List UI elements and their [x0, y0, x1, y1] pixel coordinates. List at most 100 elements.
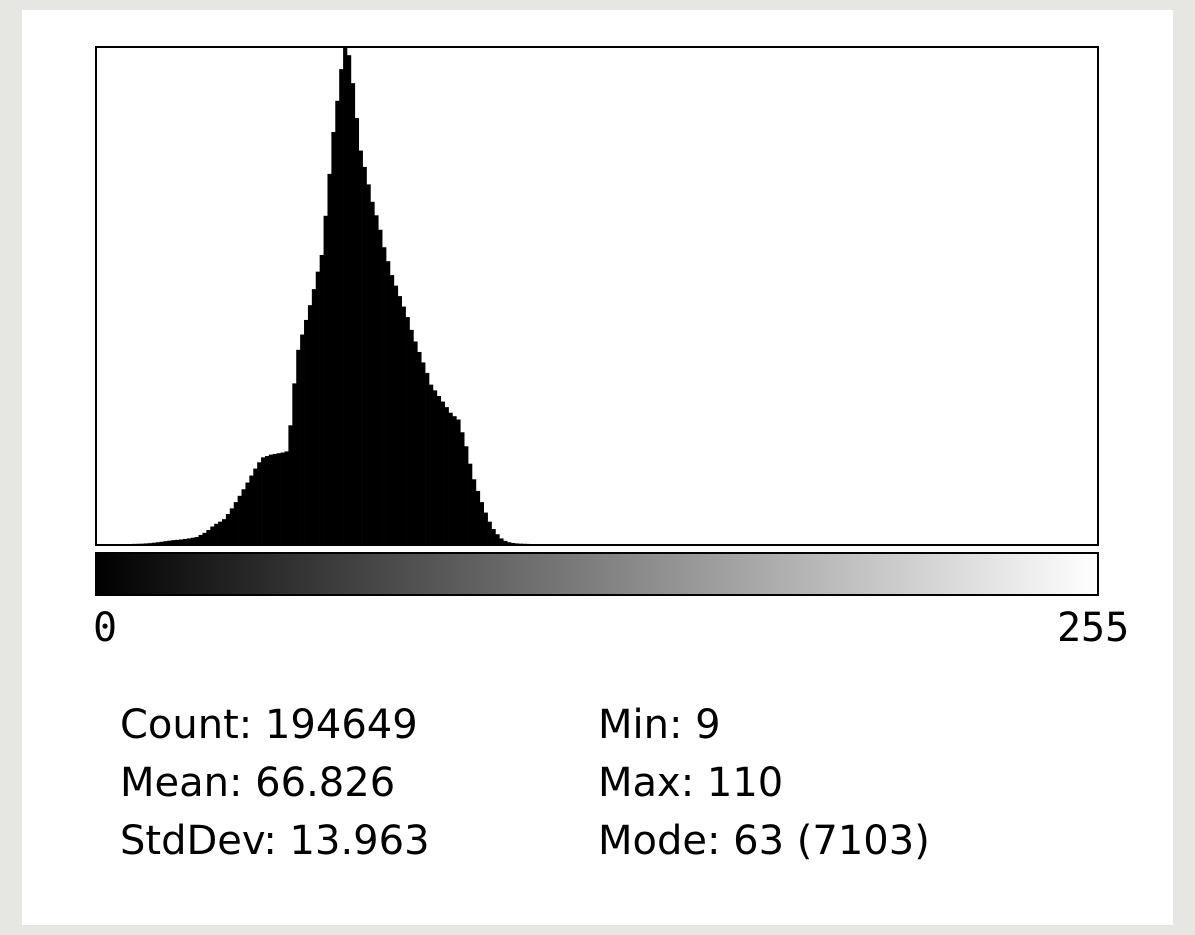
stat-text: Min: 9: [598, 702, 721, 748]
bar: [171, 540, 176, 544]
bar: [210, 526, 215, 544]
bar: [300, 334, 305, 544]
bar: [354, 118, 360, 545]
bar: [143, 543, 149, 544]
bar: [194, 537, 199, 544]
bar: [272, 453, 277, 544]
bar: [276, 453, 281, 544]
bar: [362, 166, 367, 544]
bar: [315, 271, 320, 544]
bar: [370, 201, 375, 544]
bar: [155, 542, 160, 544]
bar: [421, 362, 426, 544]
bar: [202, 532, 207, 544]
bar: [261, 457, 266, 544]
bar: [468, 463, 473, 544]
bar: [331, 132, 336, 544]
bar: [389, 275, 395, 544]
stat-text: Max: 110: [598, 760, 783, 806]
bar: [245, 482, 250, 544]
bar: [284, 451, 289, 544]
bar: [472, 479, 477, 544]
bar: [233, 502, 238, 544]
bar: [511, 543, 516, 544]
bar: [175, 539, 180, 544]
bar: [237, 495, 242, 544]
bar: [460, 432, 465, 544]
bar: [225, 513, 231, 544]
bar: [483, 512, 488, 544]
bar: [456, 419, 461, 544]
bar: [495, 534, 500, 544]
bar: [343, 48, 348, 544]
stat-text: Mean: 66.826: [120, 760, 395, 806]
bar: [335, 100, 340, 545]
bar: [151, 542, 156, 544]
stat-text: Mode: 63 (7103): [598, 818, 930, 864]
bar: [253, 468, 258, 544]
bar: [514, 543, 520, 544]
bar: [280, 452, 285, 544]
bar: [382, 247, 387, 544]
stat-text: StdDev: 13.963: [120, 818, 430, 864]
bar: [257, 462, 262, 544]
bar: [241, 489, 246, 544]
bar: [401, 306, 406, 544]
bar: [386, 261, 391, 544]
bar: [214, 523, 219, 544]
bar: [296, 349, 301, 544]
bar: [198, 534, 203, 544]
bar: [448, 412, 453, 544]
plot-frame: [95, 46, 1099, 546]
bar: [249, 475, 254, 544]
bar: [190, 537, 195, 544]
bar: [440, 401, 445, 544]
bar: [444, 407, 449, 544]
bar: [475, 490, 481, 544]
bar: [304, 319, 309, 544]
bar: [413, 341, 418, 544]
bar: [179, 539, 184, 544]
bar: [358, 150, 363, 544]
bar: [327, 173, 332, 544]
bar: [222, 519, 227, 544]
bar: [432, 390, 438, 544]
bar: [159, 541, 164, 544]
bar: [323, 215, 328, 544]
bar: [311, 289, 317, 544]
bar: [229, 508, 235, 544]
bar: [167, 540, 172, 544]
bar: [218, 521, 223, 544]
bar: [268, 454, 274, 544]
bar: [264, 456, 270, 544]
bar: [479, 502, 485, 544]
lut-bar: [95, 552, 1099, 596]
bar: [350, 83, 356, 544]
bar: [307, 305, 313, 544]
bar: [163, 541, 168, 544]
bar: [366, 184, 371, 544]
bar: [491, 529, 496, 544]
bar: [319, 254, 324, 544]
bar: [292, 383, 297, 544]
bar: [393, 285, 399, 544]
bar: [397, 296, 402, 544]
bar: [507, 542, 512, 544]
stat-text: Count: 194649: [120, 702, 418, 748]
bar: [339, 69, 344, 544]
bar: [452, 416, 457, 544]
bar: [378, 229, 383, 544]
bar: [487, 521, 492, 544]
bar: [409, 329, 414, 544]
bar: [405, 317, 410, 544]
bar: [206, 530, 211, 544]
x-tick-label: 0: [93, 605, 117, 651]
bar: [499, 538, 504, 544]
bar: [429, 384, 434, 544]
bar: [374, 215, 379, 545]
bar: [464, 446, 469, 544]
bar: [147, 543, 152, 544]
bar: [347, 55, 352, 545]
